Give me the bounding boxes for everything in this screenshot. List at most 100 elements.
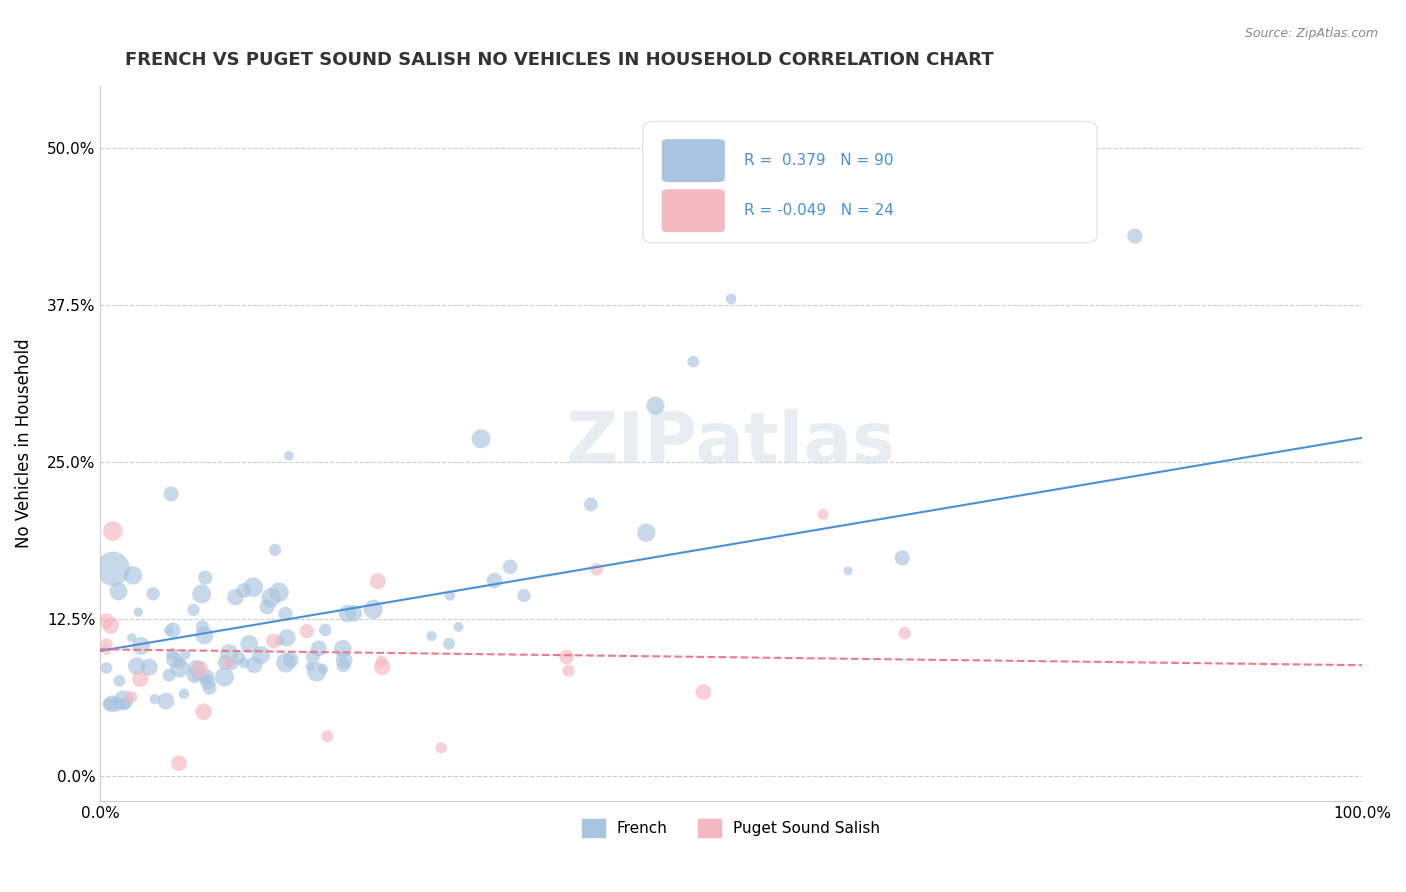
Point	[138, 660, 160, 674]
Point	[1123, 229, 1146, 244]
Point	[370, 654, 392, 668]
Point	[101, 697, 124, 711]
Point	[263, 634, 285, 648]
Point	[224, 590, 246, 604]
Point	[295, 624, 318, 639]
Point	[437, 637, 460, 651]
Point	[269, 634, 291, 648]
Point	[197, 675, 219, 690]
Point	[420, 629, 443, 643]
FancyBboxPatch shape	[662, 189, 725, 232]
Point	[644, 399, 666, 413]
Point	[332, 641, 354, 656]
Point	[238, 637, 260, 651]
Point	[274, 656, 297, 670]
Point	[214, 656, 236, 670]
Point	[217, 656, 239, 670]
Point	[96, 643, 118, 657]
Point	[183, 603, 205, 617]
FancyBboxPatch shape	[662, 139, 725, 182]
Text: FRENCH VS PUGET SOUND SALISH NO VEHICLES IN HOUSEHOLD CORRELATION CHART: FRENCH VS PUGET SOUND SALISH NO VEHICLES…	[125, 51, 994, 69]
Point	[267, 585, 290, 599]
Point	[194, 672, 217, 686]
Point	[636, 525, 658, 540]
Point	[193, 628, 215, 642]
Point	[127, 605, 149, 619]
Point	[682, 354, 704, 368]
Point	[336, 607, 359, 621]
Point	[120, 690, 142, 704]
Point	[371, 660, 394, 674]
Point	[186, 661, 208, 675]
Point	[143, 692, 166, 706]
Point	[243, 657, 266, 672]
Text: R =  0.379   N = 90: R = 0.379 N = 90	[744, 153, 893, 168]
Point	[160, 487, 183, 501]
Point	[157, 668, 180, 682]
Point	[218, 646, 240, 660]
Point	[579, 497, 602, 511]
Point	[195, 669, 218, 683]
Point	[193, 705, 215, 719]
Point	[720, 292, 742, 306]
Point	[105, 697, 128, 711]
Point	[162, 623, 184, 637]
Point	[305, 665, 328, 679]
Point	[167, 756, 190, 771]
Point	[811, 508, 834, 522]
Point	[312, 662, 335, 676]
Point	[163, 652, 186, 666]
Point	[96, 638, 118, 652]
Point	[108, 673, 131, 688]
Point	[122, 568, 145, 582]
Point	[232, 656, 254, 670]
Point	[155, 694, 177, 708]
Point	[97, 697, 120, 711]
Point	[107, 584, 129, 599]
Point	[301, 649, 323, 664]
FancyBboxPatch shape	[643, 121, 1097, 243]
Point	[585, 562, 607, 576]
Point	[129, 639, 152, 653]
Point	[298, 659, 321, 673]
Text: ZIPatlas: ZIPatlas	[567, 409, 896, 478]
Point	[169, 656, 191, 670]
Point	[893, 626, 915, 640]
Point	[162, 647, 184, 661]
Point	[142, 587, 165, 601]
Point	[557, 664, 579, 678]
Point	[316, 730, 339, 744]
Point	[190, 587, 212, 601]
Point	[499, 560, 522, 574]
Point	[96, 661, 118, 675]
Point	[274, 607, 297, 621]
Point	[125, 659, 148, 673]
Point	[228, 651, 250, 665]
Point	[470, 432, 492, 446]
Text: Source: ZipAtlas.com: Source: ZipAtlas.com	[1244, 27, 1378, 40]
Point	[114, 697, 136, 711]
Point	[256, 599, 278, 614]
Point	[439, 589, 461, 603]
Point	[333, 653, 356, 667]
Point	[121, 631, 143, 645]
Point	[314, 623, 336, 637]
Point	[513, 589, 536, 603]
Point	[188, 662, 211, 676]
Text: R = -0.049   N = 24: R = -0.049 N = 24	[744, 203, 894, 219]
Point	[112, 693, 135, 707]
Point	[343, 607, 366, 621]
Point	[174, 648, 197, 662]
Point	[157, 624, 180, 638]
Point	[250, 648, 273, 662]
Point	[194, 571, 217, 585]
Point	[173, 687, 195, 701]
Point	[186, 669, 208, 683]
Point	[169, 661, 191, 675]
Point	[101, 562, 124, 576]
Point	[276, 631, 298, 645]
Point	[260, 591, 283, 605]
Point	[129, 672, 152, 686]
Point	[430, 740, 453, 755]
Point	[101, 524, 124, 538]
